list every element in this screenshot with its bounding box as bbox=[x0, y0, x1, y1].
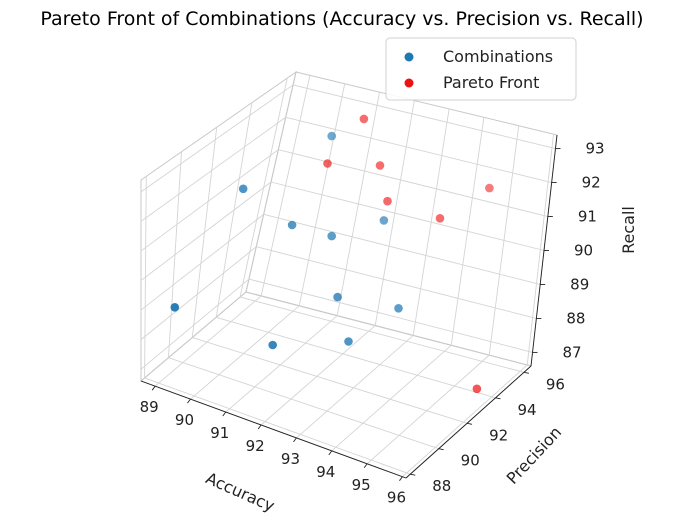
point-pareto-front bbox=[359, 114, 369, 124]
z-tick-label: 89 bbox=[570, 275, 589, 293]
grid-x-floor bbox=[190, 305, 300, 400]
x-tick-mark bbox=[151, 385, 156, 391]
point-pareto-front bbox=[323, 159, 332, 168]
z-tick-label: 93 bbox=[585, 140, 604, 158]
y-tick-label: 90 bbox=[461, 452, 480, 470]
legend-box bbox=[385, 37, 577, 101]
y-axis-line bbox=[405, 365, 532, 479]
chart-title: Pareto Front of Combinations (Accuracy v… bbox=[40, 8, 643, 30]
tick-labels: 89 90 91 92 93 94 95 96 88 90 92 94 96 87 88 89 90 91 92 93 bbox=[140, 140, 605, 507]
legend-label-combinations: Combinations bbox=[443, 47, 553, 66]
pane-left-wall bbox=[140, 70, 297, 383]
point-combinations bbox=[170, 303, 180, 312]
y-tick-mark bbox=[466, 422, 473, 425]
grid-y-floor bbox=[144, 377, 411, 475]
point-combinations bbox=[327, 131, 337, 141]
legend-marker-combinations bbox=[404, 52, 414, 62]
grid-x-floor bbox=[402, 364, 528, 478]
y-tick-label: 88 bbox=[432, 477, 451, 495]
y-tick-label: 92 bbox=[489, 426, 508, 444]
y-tick-mark bbox=[495, 397, 501, 400]
point-combinations bbox=[394, 304, 403, 313]
x-tick-label: 90 bbox=[175, 411, 194, 429]
point-pareto-front bbox=[472, 384, 482, 394]
x-tick-label: 96 bbox=[387, 489, 406, 507]
x-axis-line bbox=[140, 380, 407, 479]
z-tick-label: 90 bbox=[574, 242, 593, 260]
grid-z-back bbox=[285, 116, 552, 183]
x-tick-mark bbox=[399, 476, 403, 481]
grid-y-floor bbox=[216, 316, 496, 399]
x-tick-label: 93 bbox=[281, 450, 300, 468]
grid-x-floor bbox=[366, 354, 490, 465]
x-tick-mark bbox=[293, 437, 297, 443]
gridlines bbox=[140, 75, 556, 478]
pane-back-wall bbox=[245, 71, 558, 367]
y-tick-label: 94 bbox=[517, 401, 536, 419]
x-axis-label: Accuracy bbox=[203, 468, 277, 515]
grid-x-floor bbox=[225, 315, 338, 413]
x-tick-label: 95 bbox=[352, 476, 371, 494]
x-tick-label: 94 bbox=[316, 463, 335, 481]
x-tick-mark bbox=[257, 424, 262, 430]
point-pareto-front bbox=[485, 183, 494, 193]
grid-z-left bbox=[140, 213, 264, 311]
x-tick-mark bbox=[363, 463, 368, 469]
y-tick-mark bbox=[438, 448, 444, 451]
x-tick-mark bbox=[222, 411, 227, 417]
point-pareto-front bbox=[435, 214, 445, 223]
z-axis-label: Recall bbox=[619, 206, 638, 254]
y-tick-label: 96 bbox=[546, 375, 565, 393]
point-combinations bbox=[238, 184, 248, 194]
grid-z-back bbox=[263, 213, 541, 285]
legend-label-pareto-front: Pareto Front bbox=[443, 73, 539, 92]
grid-x-floor bbox=[260, 325, 376, 426]
point-combinations bbox=[333, 292, 342, 302]
point-combinations bbox=[287, 220, 297, 230]
grid-y-floor bbox=[239, 296, 525, 373]
x-tick-label: 91 bbox=[210, 424, 229, 442]
x-tick-label: 89 bbox=[140, 398, 159, 416]
grid-z-left bbox=[140, 181, 272, 281]
grid-z-back bbox=[248, 278, 533, 353]
y-tick-mark bbox=[410, 473, 416, 476]
grid-z-left bbox=[140, 84, 294, 193]
y-axis-label: Precision bbox=[503, 423, 566, 488]
grid-y-floor bbox=[192, 337, 468, 424]
point-combinations bbox=[327, 231, 337, 241]
grid-x-floor bbox=[154, 295, 262, 387]
legend-marker-pareto-front bbox=[404, 78, 414, 88]
grid-z-left bbox=[140, 149, 279, 252]
point-combinations bbox=[379, 216, 389, 225]
z-tick-label: 88 bbox=[566, 309, 585, 327]
legend: Combinations Pareto Front bbox=[385, 37, 577, 101]
point-combinations bbox=[344, 337, 353, 346]
x-tick-label: 92 bbox=[246, 437, 265, 455]
x-tick-mark bbox=[328, 450, 333, 456]
grid-z-left bbox=[140, 278, 250, 370]
grid-z-back bbox=[292, 84, 556, 150]
grid-z-back bbox=[256, 246, 537, 319]
data-points bbox=[170, 114, 494, 394]
x-tick-mark bbox=[187, 398, 191, 404]
y-tick-mark bbox=[523, 371, 529, 374]
grid-z-back bbox=[278, 149, 548, 217]
z-tick-label: 92 bbox=[582, 174, 601, 192]
grid-x-floor bbox=[331, 344, 452, 452]
grid-z-left bbox=[140, 116, 286, 222]
grid-x-floor bbox=[296, 335, 414, 439]
grid-z-left bbox=[140, 246, 257, 340]
z-tick-label: 91 bbox=[578, 208, 597, 226]
point-pareto-front bbox=[383, 196, 392, 206]
z-tick-label: 87 bbox=[563, 343, 582, 361]
grid-z-back bbox=[270, 181, 545, 251]
point-combinations bbox=[268, 340, 278, 350]
grid-y-floor bbox=[168, 357, 439, 450]
point-pareto-front bbox=[375, 161, 385, 170]
